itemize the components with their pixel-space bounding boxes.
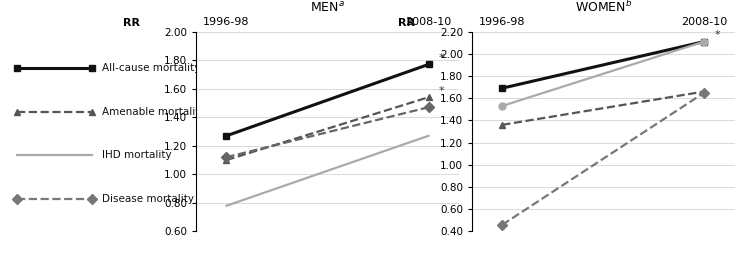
Text: All-cause mortality: All-cause mortality [102,63,200,73]
Text: RR: RR [398,18,416,28]
Text: IHD mortality: IHD mortality [102,150,171,160]
Title: WOMEN$^{b}$: WOMEN$^{b}$ [574,0,632,15]
Text: *: * [439,53,444,63]
Text: *: * [439,86,444,96]
Text: Disease mortality: Disease mortality [102,194,194,204]
Text: RR: RR [122,18,139,28]
Title: MEN$^{a}$: MEN$^{a}$ [310,1,345,15]
Text: Amenable mortality: Amenable mortality [102,107,206,117]
Text: *: * [715,31,720,41]
